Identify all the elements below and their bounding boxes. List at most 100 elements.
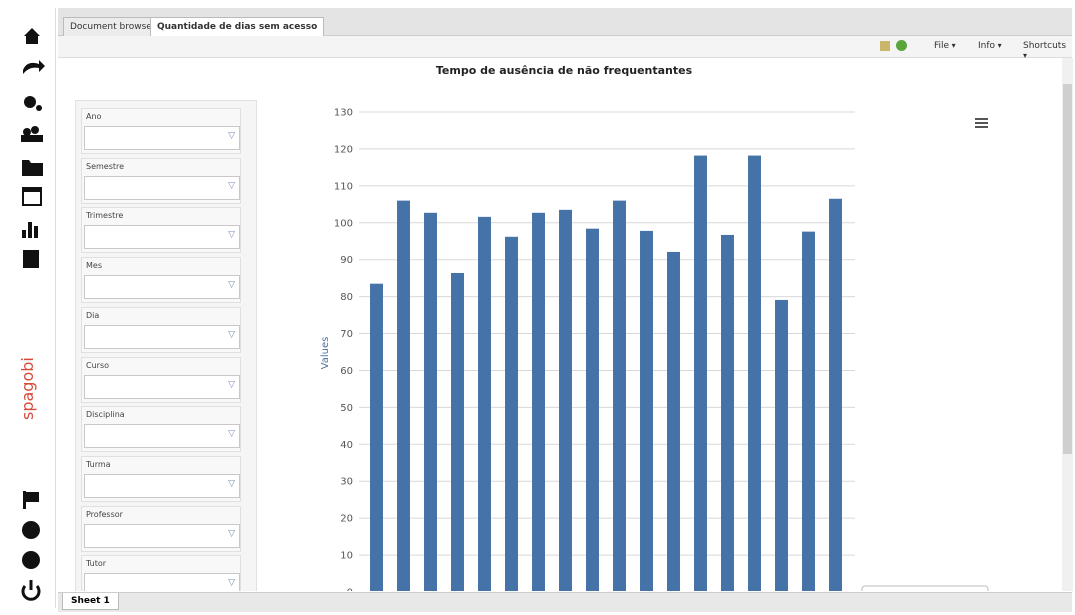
filter-group: Turma <box>81 455 241 502</box>
menu-line <box>975 122 988 124</box>
filter-panel: Ano Semestre Trimestre Mes Dia Curso Disciplin… <box>75 100 257 591</box>
bar <box>478 216 491 591</box>
bar <box>613 200 626 591</box>
bar <box>370 283 383 591</box>
scrollbar-thumb[interactable] <box>1063 84 1072 454</box>
filter-combobox[interactable] <box>84 275 240 300</box>
calendar-icon-top <box>23 188 41 192</box>
y-tick-label: 130 <box>334 108 353 119</box>
folder-icon[interactable] <box>22 160 43 176</box>
content: Ano Semestre Trimestre Mes Dia Curso Disciplin… <box>62 58 1062 591</box>
y-tick-label: 40 <box>340 440 353 451</box>
menu-line <box>975 126 988 128</box>
y-tick-label: 80 <box>340 292 353 303</box>
filter-group: Semestre <box>81 157 241 204</box>
bar <box>559 209 572 591</box>
bar <box>775 299 788 591</box>
filter-combobox[interactable] <box>84 424 240 449</box>
users-icon-2 <box>31 126 39 134</box>
filter-combobox[interactable] <box>84 573 240 591</box>
bottom-bar: Sheet 1 <box>58 592 1072 612</box>
filter-combobox[interactable] <box>84 225 240 250</box>
filter-combobox[interactable] <box>84 175 240 200</box>
logo: spagobi <box>18 357 37 420</box>
filter-combobox[interactable] <box>84 473 240 498</box>
menu-button[interactable]: Info <box>978 41 1002 51</box>
sheet-tab[interactable]: Sheet 1 <box>62 593 119 610</box>
y-tick-label: 60 <box>340 366 353 377</box>
filter-label: Turma <box>86 459 111 469</box>
bar <box>532 212 545 591</box>
bar <box>586 228 599 591</box>
settings-icon-small <box>36 105 42 111</box>
bar <box>667 251 680 591</box>
filter-group: Tutor <box>81 555 241 591</box>
flag-icon <box>26 492 39 502</box>
sidebar-icons <box>21 28 45 601</box>
menu-button[interactable]: File <box>934 41 956 51</box>
docs-icon[interactable] <box>23 250 39 268</box>
filter-group: Curso <box>81 356 241 403</box>
tab[interactable]: Quantidade de dias sem acesso <box>150 17 325 36</box>
help-icon[interactable] <box>22 521 40 539</box>
users-icon-body <box>21 135 43 142</box>
bar <box>802 231 815 591</box>
toolbar: File Info Shortcuts <box>58 36 1072 58</box>
filter-group: Professor <box>81 505 241 552</box>
bar <box>694 155 707 591</box>
bar <box>721 234 734 591</box>
chart-title: Tempo de ausência de não frequentantes <box>436 64 693 77</box>
filter-group: Mes <box>81 257 241 304</box>
y-tick-label: 90 <box>340 255 353 266</box>
filter-label: Tutor <box>86 559 107 569</box>
y-tick-label: 50 <box>340 403 353 414</box>
bar <box>451 272 464 591</box>
filter-label: Trimestre <box>86 211 124 221</box>
bar <box>424 212 437 591</box>
y-tick-label: 10 <box>340 551 353 562</box>
menu-icon[interactable] <box>975 118 988 128</box>
filter-label: Disciplina <box>86 410 125 420</box>
filter-group: Disciplina <box>81 406 241 453</box>
menu-line <box>975 118 988 120</box>
chart: Tempo de ausência de não frequentantes V… <box>320 64 989 591</box>
y-tick-label: 110 <box>334 181 353 192</box>
filter-label: Semestre <box>86 161 125 171</box>
bar <box>397 200 410 591</box>
filter-label: Mes <box>86 261 102 271</box>
y-tick-label: 30 <box>340 477 353 488</box>
bar <box>640 230 653 591</box>
filter-group: Ano <box>81 108 241 154</box>
filter-group: Dia <box>81 306 241 353</box>
refresh-icon[interactable] <box>896 40 907 51</box>
bar <box>505 236 518 591</box>
filter-group: Trimestre <box>81 207 241 254</box>
tab-bar: Document browser Quantidade de dias sem a… <box>58 8 1072 36</box>
home-icon[interactable] <box>24 28 40 44</box>
settings-icon[interactable] <box>24 96 36 108</box>
filter-label: Ano <box>86 112 102 121</box>
power-icon[interactable] <box>21 585 41 601</box>
filter-combobox[interactable] <box>84 374 240 399</box>
chart-icon-3 <box>34 226 38 238</box>
bar <box>748 155 761 591</box>
legend-box <box>861 585 989 591</box>
edit-icon[interactable] <box>880 41 890 51</box>
filter-combobox[interactable] <box>84 126 240 150</box>
y-tick-label: 120 <box>334 144 353 155</box>
filter-combobox[interactable] <box>84 324 240 349</box>
users-icon[interactable] <box>23 128 31 136</box>
menu-button[interactable]: Shortcuts <box>1023 41 1072 61</box>
flag-icon-pole[interactable] <box>23 491 26 509</box>
y-tick-label: 20 <box>340 514 353 525</box>
tab[interactable]: Document browser <box>63 17 163 36</box>
back-icon[interactable] <box>23 60 45 74</box>
filter-label: Curso <box>86 360 110 370</box>
y-tick-label: 100 <box>334 218 353 229</box>
filter-combobox[interactable] <box>84 523 240 548</box>
filter-label: Professor <box>86 509 123 519</box>
chart-icon[interactable] <box>22 230 26 238</box>
info-icon[interactable] <box>22 551 40 569</box>
chart-icon-2 <box>28 222 32 238</box>
